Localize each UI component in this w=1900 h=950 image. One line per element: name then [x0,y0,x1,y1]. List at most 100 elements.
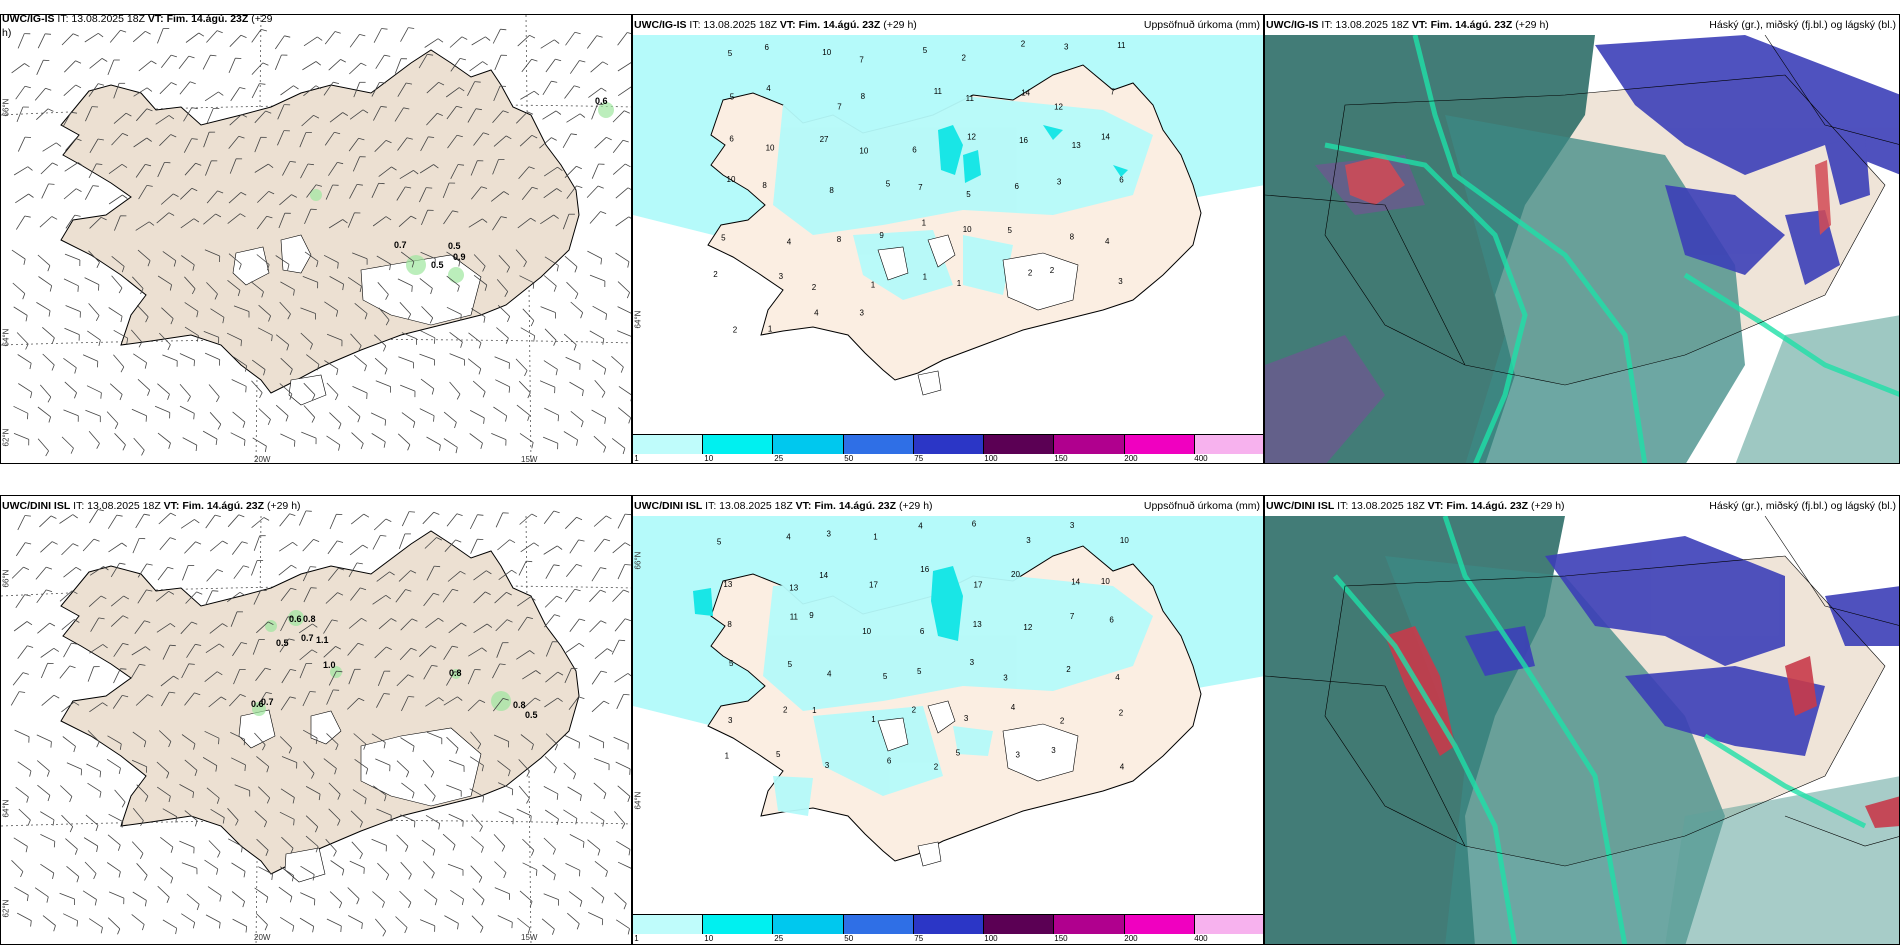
wind-barb-icon [589,589,601,603]
precip-value-label: 1 [871,715,876,724]
wind-barb-flag [96,741,100,748]
wind-barb-icon [519,513,532,525]
wind-barb-icon [114,433,126,446]
wind-barb-flag [75,566,82,571]
wind-barb-icon [544,614,555,628]
wind-barb-flag [484,284,488,291]
wind-barb-icon [13,306,28,316]
wind-barb-icon [422,861,435,874]
wind-barb-icon [131,646,146,656]
high-cloud [1465,536,1899,756]
wind-barb-flag [408,902,412,908]
wind-barb-icon [542,436,558,444]
wind-barb-icon [469,756,484,766]
wind-barb-flag [289,369,293,375]
wind-barb-icon [10,691,20,706]
wind-barb-flag [553,564,560,567]
wind-barb-flag [557,415,559,422]
wind-barb-icon [304,251,319,262]
wind-barb-icon [86,385,102,394]
wind-barb-flag [144,900,147,907]
wind-barb-icon [64,60,76,73]
wind-barb-flag [188,663,195,665]
wind-barb-icon [611,438,626,449]
wind-barb-flag [173,675,179,680]
precip-value-label: 5 [1008,226,1013,235]
wind-barb-flag [556,188,562,193]
wind-barb-icon [87,330,101,341]
wind-barb-icon [179,384,191,397]
wind-barb-icon [279,916,295,927]
wind-barb-icon [17,136,26,152]
wind-barb-flag [625,513,631,516]
wind-barb-flag [307,163,314,166]
wind-barb-icon [329,412,342,424]
wind-barb-flag [627,187,631,190]
wind-barb-icon [496,279,509,292]
wind-barb-icon [206,569,218,582]
wind-barb-icon [303,85,317,97]
wind-barb-icon [89,138,99,154]
wind-barb-flag [217,424,222,430]
wind-barb-icon [15,542,26,557]
wind-barb-icon [64,253,81,261]
wind-barb-icon [37,438,49,452]
precip-value-label: 9 [809,611,814,620]
wind-barb-icon [545,564,555,579]
colorbar-tick-label: 25 [774,934,784,943]
wind-barb-icon [107,735,122,745]
wind-barb-flag [218,91,224,96]
wind-barb-icon [253,590,262,605]
precip-value-label: 3 [1026,536,1031,545]
wind-barb-icon [138,185,148,200]
wind-barb-icon [41,694,55,706]
wind-barb-icon [13,405,29,414]
wind-barb-flag [336,369,339,376]
wind-barb-icon [517,596,531,607]
wind-barb-icon [232,918,247,927]
wind-barb-flag [432,849,436,856]
wind-barb-flag [337,262,339,269]
wind-barb-flag [170,54,178,58]
wind-barb-icon [569,60,580,74]
wind-values: 0.6 0.7 0.5 0.9 0.5 [394,96,608,270]
wind-barb-icon [426,731,442,739]
wind-barb-flag [47,396,52,403]
wind-barb-icon [301,115,314,127]
wind-barb-icon [516,111,528,124]
wind-barb-flag [169,537,176,540]
wind-barb-flag [146,563,153,566]
wind-barb-icon [494,55,502,71]
wind-barb-flag [529,34,536,39]
precip-value-label: 11 [966,94,975,103]
wind-barb-flag [265,667,272,671]
wind-barb-flag [405,186,412,189]
wind-barb-flag [573,773,576,780]
wind-barb-flag [570,133,577,136]
wind-barb-icon [299,917,314,927]
wind-barb-icon [228,838,243,847]
wind-barb-flag [625,618,631,622]
wind-barb-icon [279,301,291,315]
wind-barb-flag [119,562,126,565]
wind-barb-flag [337,592,344,596]
wind-barb-icon [442,182,450,199]
precip-value-label: 8 [727,620,732,629]
precip-value-label: 5 [923,46,928,55]
wind-barb-icon [347,276,362,287]
wind-barb-icon [205,590,213,606]
wind-barb-flag [147,389,151,396]
wind-barb-icon [448,813,464,822]
wind-barb-icon [566,113,581,123]
wind-barb-flag [147,694,154,698]
wind-barb-icon [106,758,121,769]
wind-barb-icon [253,535,261,551]
wind-barb-flag [23,258,26,265]
wind-barb-flag [364,365,367,372]
wind-barb-flag [194,519,200,524]
wind-barb-icon [134,620,145,634]
wind-barb-flag [146,589,153,592]
wind-barb-icon [594,538,605,552]
wind-barb-icon [210,808,225,818]
wind-barb-icon [230,432,246,441]
